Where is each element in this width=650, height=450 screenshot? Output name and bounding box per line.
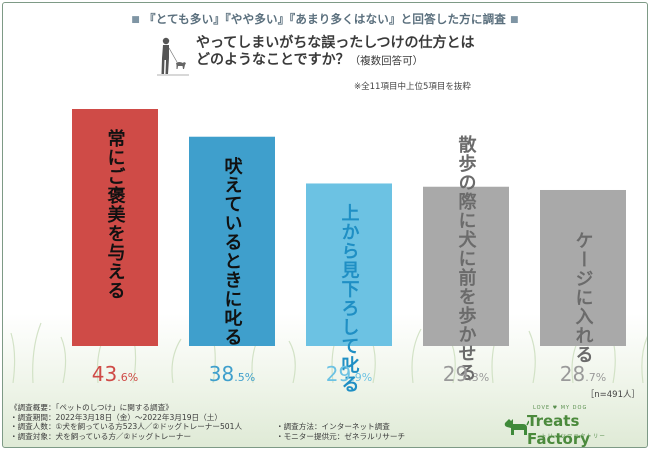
- value-label-decimal: .6%: [117, 371, 138, 384]
- question-line-2: どのようなことですか？: [196, 52, 350, 68]
- value-label-integer: 29: [443, 362, 468, 386]
- bar-4: [423, 186, 509, 346]
- category-label-1: 常にご褒美を与える: [105, 128, 127, 300]
- survey-overview-right: ・調査方法：インターネット調査 ・モニター提供元：ゼネラルリサーチ: [276, 422, 405, 441]
- question-suffix: （複数回答可）: [349, 55, 424, 67]
- value-label-decimal: .7%: [585, 371, 606, 384]
- survey-line: ・調査人数：①犬を飼っている方523人／②ドッグトレーナー501人: [10, 422, 243, 432]
- survey-line: ・調査方法：インターネット調査: [276, 422, 390, 431]
- square-bullet-icon: ■: [509, 15, 519, 25]
- value-label-5: 28.7%: [560, 362, 606, 386]
- logo-name: Treats Factory: [527, 412, 591, 448]
- dog-logo-icon: [504, 419, 529, 435]
- question-line-1: やってしまいがちな誤ったしつけの仕方とは: [196, 35, 475, 51]
- value-label-decimal: .9%: [351, 371, 372, 384]
- value-label-2: 38.5%: [209, 362, 255, 386]
- logo-tagline: LOVE ♥ MY DOG: [533, 405, 588, 411]
- sample-size-note: ［n=491人］: [585, 390, 640, 400]
- value-label-integer: 38: [209, 362, 234, 386]
- survey-line: ・モニター提供元：ゼネラルリサーチ: [276, 431, 406, 441]
- category-label-2: 吠えているときに叱る: [222, 157, 243, 347]
- survey-line: ・調査対象：犬を飼っている方／②ドッグトレーナー: [10, 432, 192, 442]
- survey-target-note: ■ 『とても多い』『やや多い』『あまり多くはない』と回答した方に調査 ■: [0, 11, 650, 27]
- category-label-3: 上から見下ろして叱る: [339, 203, 361, 393]
- items-note: ※全11項目中上位5項目を抜粋: [354, 82, 471, 92]
- value-label-integer: 29: [326, 362, 351, 386]
- value-label-3: 29.9%: [326, 362, 372, 386]
- bar-2: [189, 136, 275, 346]
- category-label-4: 散歩の際に犬に前を歩かせる: [456, 134, 477, 382]
- survey-line: 《調査概要：「ペットのしつけ」に関する調査》: [10, 403, 173, 412]
- square-bullet-icon: ■: [131, 15, 140, 25]
- value-label-integer: 28: [560, 362, 585, 386]
- question-title: やってしまいがちな誤ったしつけの仕方とは どのようなことですか？（複数回答可）: [196, 35, 596, 70]
- logo-subtitle: トリーツファクトリー: [541, 434, 606, 440]
- survey-overview: 《調査概要：「ペットのしつけ」に関する調査》 ・調査期間：2022年3月18日（…: [10, 403, 242, 442]
- value-label-integer: 43: [92, 362, 117, 386]
- bar-5: [540, 189, 626, 346]
- bar-1: [72, 109, 158, 346]
- brand-logo: LOVE ♥ MY DOG Treats Factory トリーツファクトリー: [497, 405, 637, 448]
- bar-3: [306, 183, 392, 346]
- value-label-4: 29.3%: [443, 362, 489, 386]
- category-label-5: ケージに入れる: [573, 231, 594, 364]
- value-label-1: 43.6%: [92, 362, 138, 386]
- value-label-decimal: .3%: [468, 371, 489, 384]
- value-label-decimal: .5%: [234, 371, 255, 384]
- survey-line: ・調査期間：2022年3月18日（金）～2022年3月19日（土）: [10, 412, 222, 422]
- person-walking-dog-icon: [157, 37, 189, 76]
- survey-target-text: 『とても多い』『やや多い』『あまり多くはない』と回答した方に調査: [144, 12, 506, 26]
